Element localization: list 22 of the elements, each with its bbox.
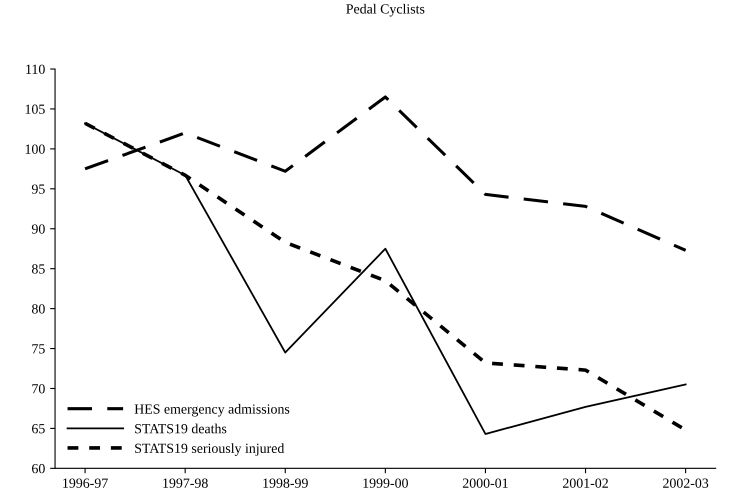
x-tick-label: 1997-98 — [163, 478, 208, 488]
y-tick-label: 60 — [32, 464, 45, 474]
y-tick-label: 105 — [26, 104, 45, 114]
x-tick-label: 1996-97 — [63, 478, 108, 488]
y-tick-label: 85 — [32, 264, 45, 274]
y-tick-label: 95 — [32, 184, 45, 194]
x-tick-label: 2001-02 — [562, 478, 608, 488]
legend-label: HES emergency admissions — [134, 404, 290, 417]
y-tick-label: 75 — [32, 344, 45, 354]
legend-label: STATS19 deaths — [135, 424, 226, 434]
legend-label: STATS19 seriously injured — [135, 443, 284, 456]
x-tick-label: 1998-99 — [263, 478, 308, 488]
x-tick-label: 1999-00 — [363, 478, 408, 488]
y-tick-label: 65 — [32, 424, 45, 434]
y-tick-label: 80 — [32, 304, 45, 314]
y-tick-label: 90 — [32, 224, 45, 234]
x-tick-label: 2002-03 — [663, 478, 708, 488]
y-tick-label: 70 — [32, 384, 45, 394]
y-tick-label: 110 — [26, 64, 45, 74]
x-tick-label: 2000-01 — [462, 478, 508, 488]
y-tick-label: 100 — [26, 144, 45, 154]
chart-title: Pedal Cyclists — [346, 4, 424, 16]
